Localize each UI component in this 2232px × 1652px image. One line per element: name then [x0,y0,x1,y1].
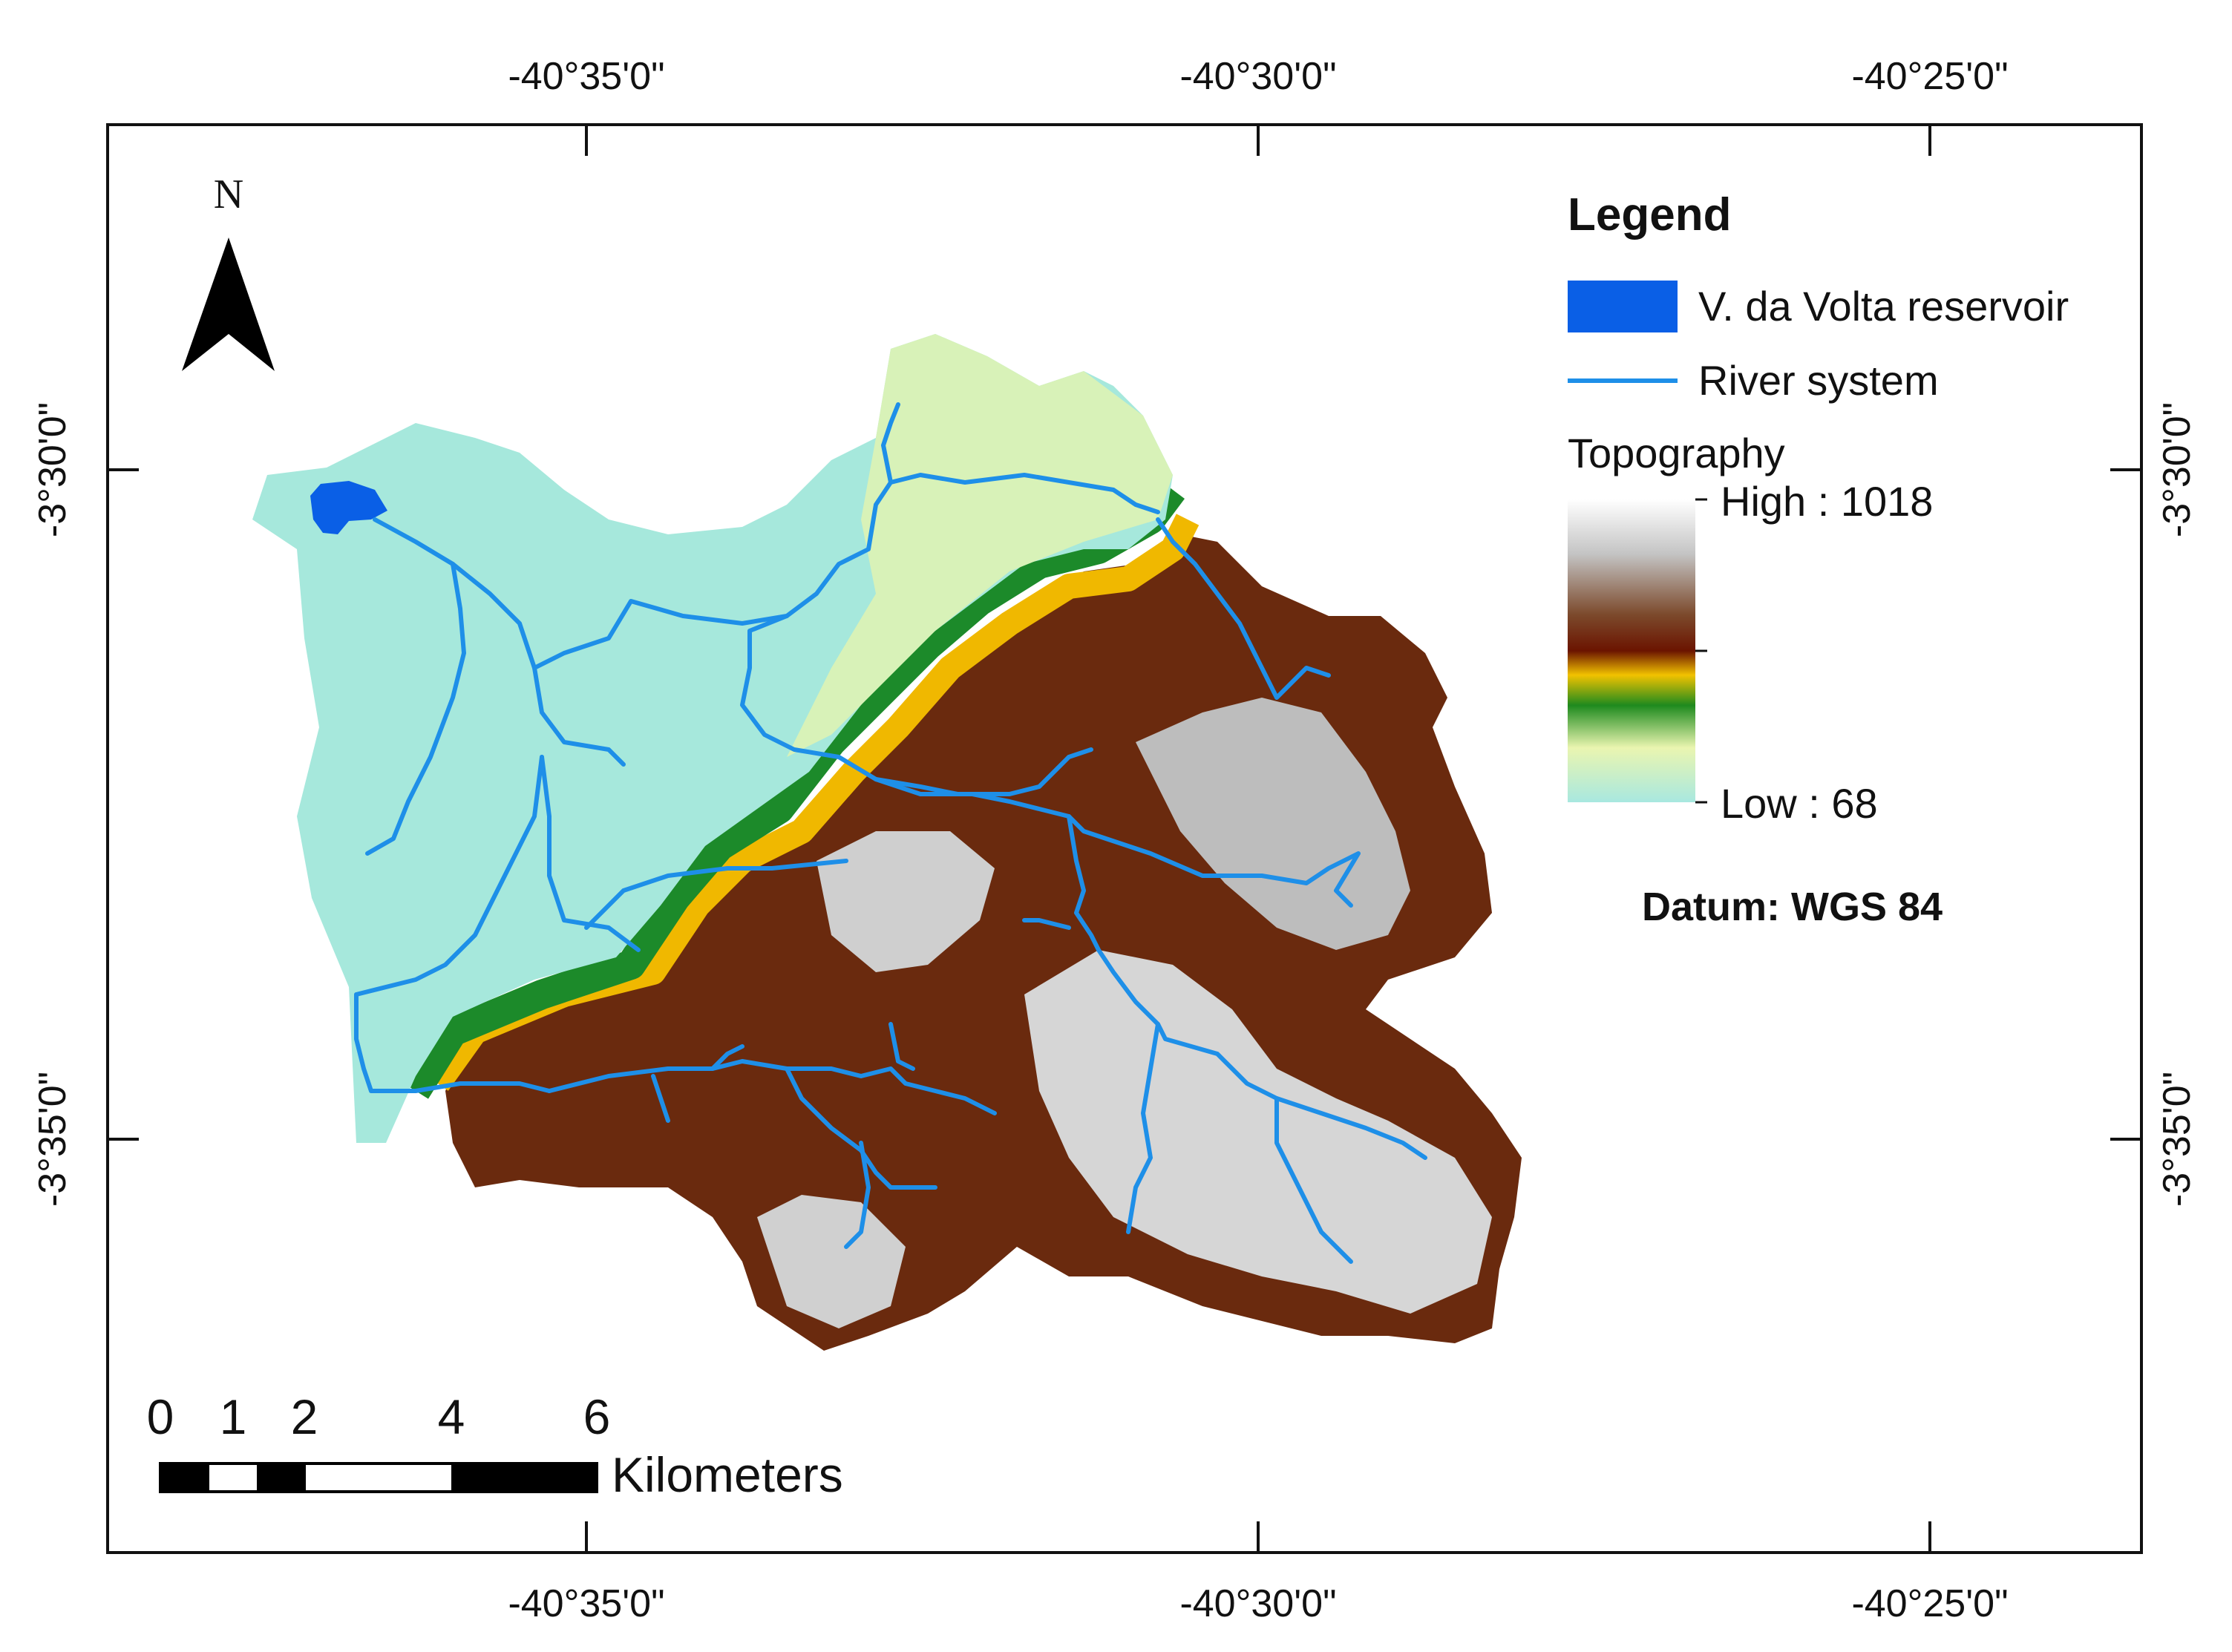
legend-high-label: High : 1018 [1721,478,1933,525]
river-south-trib-e [710,1044,744,1071]
watershed-terrain [252,334,1522,1351]
river-lowland-mid [584,859,848,930]
river-west-trib [365,562,466,856]
river-south-lowland [354,755,552,1093]
river-south-central [1126,1022,1160,1234]
river-main-east [874,777,1361,908]
north-arrow: N [182,171,275,371]
legend-river-label: River system [1698,357,1939,404]
river-system [354,402,1427,1264]
frame-ticks [108,125,2141,1553]
north-label: N [214,171,243,217]
peak-area-4 [757,1195,906,1328]
scale-tick-0: 0 [147,1389,174,1444]
scale-seg-1 [160,1463,209,1492]
legend-topography-ramp [1568,499,1695,802]
river-south-east [1274,1096,1353,1264]
top-label-3: -40°25'0" [1851,55,2008,98]
scale-tick-1: 1 [220,1389,247,1444]
scale-seg-2 [257,1463,306,1492]
scale-bar: 0 1 2 4 6 Kilometers [147,1389,843,1502]
top-label-1: -40°35'0" [508,55,664,98]
scale-tick-4: 4 [438,1389,465,1444]
river-upper-east [1156,517,1331,700]
reservoir-shape [310,481,387,534]
river-lowland-east [540,755,641,952]
peak-area-2 [1024,950,1492,1314]
scale-tick-2: 2 [291,1389,318,1444]
river-north-trib [881,402,900,485]
river-south-trib-b [844,1141,871,1249]
top-label-2: -40°30'0" [1179,55,1336,98]
left-label-1: -3°30'0" [31,402,74,537]
legend-reservoir-swatch [1568,281,1678,332]
river-main [373,517,626,767]
north-arrow-icon [182,237,275,371]
scale-unit-label: Kilometers [612,1447,843,1502]
bottom-label-2: -40°30'0" [1179,1582,1336,1625]
river-south-main [547,1059,997,1115]
scale-seg-3 [451,1463,597,1492]
river-south-trib-c [651,1074,670,1123]
bottom-label-3: -40°25'0" [1851,1582,2008,1625]
legend-title: Legend [1568,189,1731,240]
peak-area-3 [816,831,995,972]
right-label-1: -3°30'0" [2156,402,2199,537]
bottom-label-1: -40°35'0" [508,1582,664,1625]
peak-area-1 [1136,698,1410,950]
legend-topography-label: Topography [1568,430,1785,476]
river-south-trib-d [888,1022,915,1071]
scale-tick-6: 6 [583,1389,611,1444]
legend: Legend V. da Volta reservoir River syste… [1568,189,2069,929]
right-label-2: -3°35'0" [2156,1072,2199,1207]
datum-label: Datum: WGS 84 [1642,885,1943,929]
left-label-2: -3°35'0" [31,1072,74,1207]
legend-low-label: Low : 68 [1721,780,1878,827]
river-center-north [532,473,1160,670]
legend-reservoir-label: V. da Volta reservoir [1698,283,2069,330]
map-frame [106,123,2143,1554]
river-west-short [1022,918,1071,930]
